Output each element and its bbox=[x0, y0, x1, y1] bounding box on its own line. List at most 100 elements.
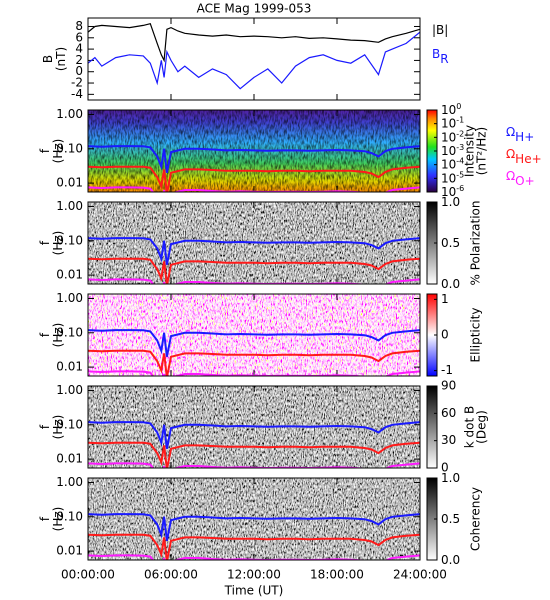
colorbar-label: Intensity bbox=[463, 125, 477, 177]
panel: 1.00 0.10 0.01 f (Hz) -1 0 1 Ellipticity bbox=[38, 291, 483, 377]
y-tick-label: 0.10 bbox=[56, 417, 83, 431]
legend-subscript: H+ bbox=[515, 130, 534, 144]
colorbar-tick-label: 10-1 bbox=[441, 115, 464, 130]
data-line bbox=[88, 186, 420, 192]
x-axis-label: Time (UT) bbox=[224, 584, 284, 598]
y-axis-label: (Hz) bbox=[51, 231, 65, 256]
legend-label: ΩHe+ bbox=[506, 147, 542, 166]
y-tick-label: 1.00 bbox=[56, 475, 83, 489]
y-tick-label: 0 bbox=[75, 64, 83, 78]
y-axis-label: f bbox=[38, 516, 52, 521]
colorbar-tick-power: 0 bbox=[456, 102, 461, 111]
y-tick-label: 1.00 bbox=[56, 383, 83, 397]
y-tick-label: 0.01 bbox=[56, 452, 83, 466]
colorbar-tick-base: 10 bbox=[441, 130, 456, 144]
data-line bbox=[88, 31, 420, 90]
legend-name: Ω bbox=[506, 169, 515, 183]
colorbar-label: (nT²/Hz) bbox=[475, 127, 489, 175]
legend-label: BR bbox=[432, 47, 449, 66]
y-tick-label: 0.01 bbox=[56, 268, 83, 282]
data-line bbox=[88, 441, 420, 468]
series-group bbox=[88, 421, 420, 468]
data-line bbox=[88, 513, 420, 541]
data-line bbox=[88, 165, 420, 192]
colorbar-tick-label: 10-2 bbox=[441, 129, 464, 144]
colorbar-label: Coherency bbox=[469, 487, 483, 551]
x-tick-label: 24:00:00 bbox=[393, 568, 447, 582]
colorbar-tick-base: 10 bbox=[441, 103, 456, 117]
colorbar-tick-label: -1 bbox=[441, 363, 453, 377]
y-tick-label: 0.10 bbox=[56, 141, 83, 155]
panel: 1.00 0.10 0.01 f (Hz) 0.0 0.5 1.0 % Polarization bbox=[38, 195, 483, 291]
y-tick-label: 1.00 bbox=[56, 291, 83, 305]
y-tick-label: 0.01 bbox=[56, 176, 83, 190]
colorbar-tick-label: 0 bbox=[441, 461, 449, 475]
colorbar-tick-base: 0.0 bbox=[441, 277, 460, 291]
colorbar-tick-base: 10 bbox=[441, 185, 456, 199]
colorbar-tick-label: 10-4 bbox=[441, 156, 464, 171]
plot-frame bbox=[87, 385, 421, 469]
legend-name: B bbox=[432, 47, 440, 61]
plot-frame bbox=[87, 17, 421, 101]
plot-frame bbox=[87, 109, 421, 193]
colorbar-tick-base: 10 bbox=[441, 116, 456, 130]
colorbar-tick-power: -3 bbox=[456, 143, 464, 152]
colorbar-tick-power: -6 bbox=[456, 184, 464, 193]
y-axis-label: (Hz) bbox=[51, 323, 65, 348]
legend-subscript: O+ bbox=[515, 174, 535, 188]
x-tick-label: 06:00:00 bbox=[144, 568, 198, 582]
colorbar-tick-label: 90 bbox=[441, 379, 456, 393]
data-line bbox=[88, 370, 420, 376]
colorbar-tick-label: 100 bbox=[441, 102, 461, 117]
plot-frame bbox=[87, 477, 421, 561]
colorbar-tick-label: 10-5 bbox=[441, 170, 464, 185]
colorbar-label: % Polarization bbox=[469, 201, 483, 286]
data-line bbox=[88, 554, 420, 560]
data-line bbox=[88, 22, 420, 63]
data-line bbox=[88, 278, 420, 284]
series-group bbox=[88, 329, 420, 376]
data-line bbox=[88, 462, 420, 468]
colorbar-tick-label: 0.0 bbox=[441, 277, 460, 291]
colorbar-tick-label: 1.0 bbox=[441, 471, 460, 485]
y-axis-label: f bbox=[38, 424, 52, 429]
y-tick-label: -2 bbox=[71, 76, 83, 90]
plot-frame bbox=[87, 293, 421, 377]
y-axis-label: B bbox=[41, 55, 55, 63]
data-line bbox=[88, 421, 420, 449]
series-group bbox=[88, 22, 420, 90]
colorbar-tick-power: -1 bbox=[456, 115, 464, 124]
colorbar-tick-label: 0.5 bbox=[441, 512, 460, 526]
colorbar-tick-label: 0.5 bbox=[441, 236, 460, 250]
colorbar-tick-power: -4 bbox=[456, 156, 464, 165]
x-tick-label: 00:00:00 bbox=[61, 568, 115, 582]
y-axis-label: f bbox=[38, 240, 52, 245]
colorbar-tick-label: 10-6 bbox=[441, 184, 464, 199]
legend-label: |B| bbox=[432, 23, 448, 37]
data-line bbox=[88, 145, 420, 173]
y-axis-label: (Hz) bbox=[51, 139, 65, 164]
legend-name: Ω bbox=[506, 147, 515, 161]
x-tick-label: 12:00:00 bbox=[227, 568, 281, 582]
colorbar-tick-label: 10-3 bbox=[441, 143, 464, 158]
colorbar-tick-label: 60 bbox=[441, 406, 456, 420]
series-group bbox=[88, 145, 420, 192]
colorbar-tick-base: 1.0 bbox=[441, 195, 460, 209]
y-tick-label: 8 bbox=[75, 19, 83, 33]
data-line bbox=[88, 237, 420, 265]
chart-title: ACE Mag 1999-053 bbox=[197, 2, 312, 16]
colorbar-tick-base: 0.5 bbox=[441, 512, 460, 526]
panel: 1.000.100.01f (Hz)ΩH+ΩHe+ΩO+10010-110-210… bbox=[38, 102, 542, 199]
y-tick-label: 0.10 bbox=[56, 233, 83, 247]
y-tick-label: 1.00 bbox=[56, 199, 83, 213]
legend-subscript: He+ bbox=[515, 152, 541, 166]
y-tick-label: 0.10 bbox=[56, 325, 83, 339]
colorbar-label: (Deg) bbox=[475, 410, 489, 444]
colorbar bbox=[426, 385, 438, 469]
colorbar-tick-label: 1 bbox=[441, 292, 449, 306]
legend-subscript: R bbox=[440, 52, 448, 66]
y-axis-label: f bbox=[38, 148, 52, 153]
series-group bbox=[88, 237, 420, 284]
